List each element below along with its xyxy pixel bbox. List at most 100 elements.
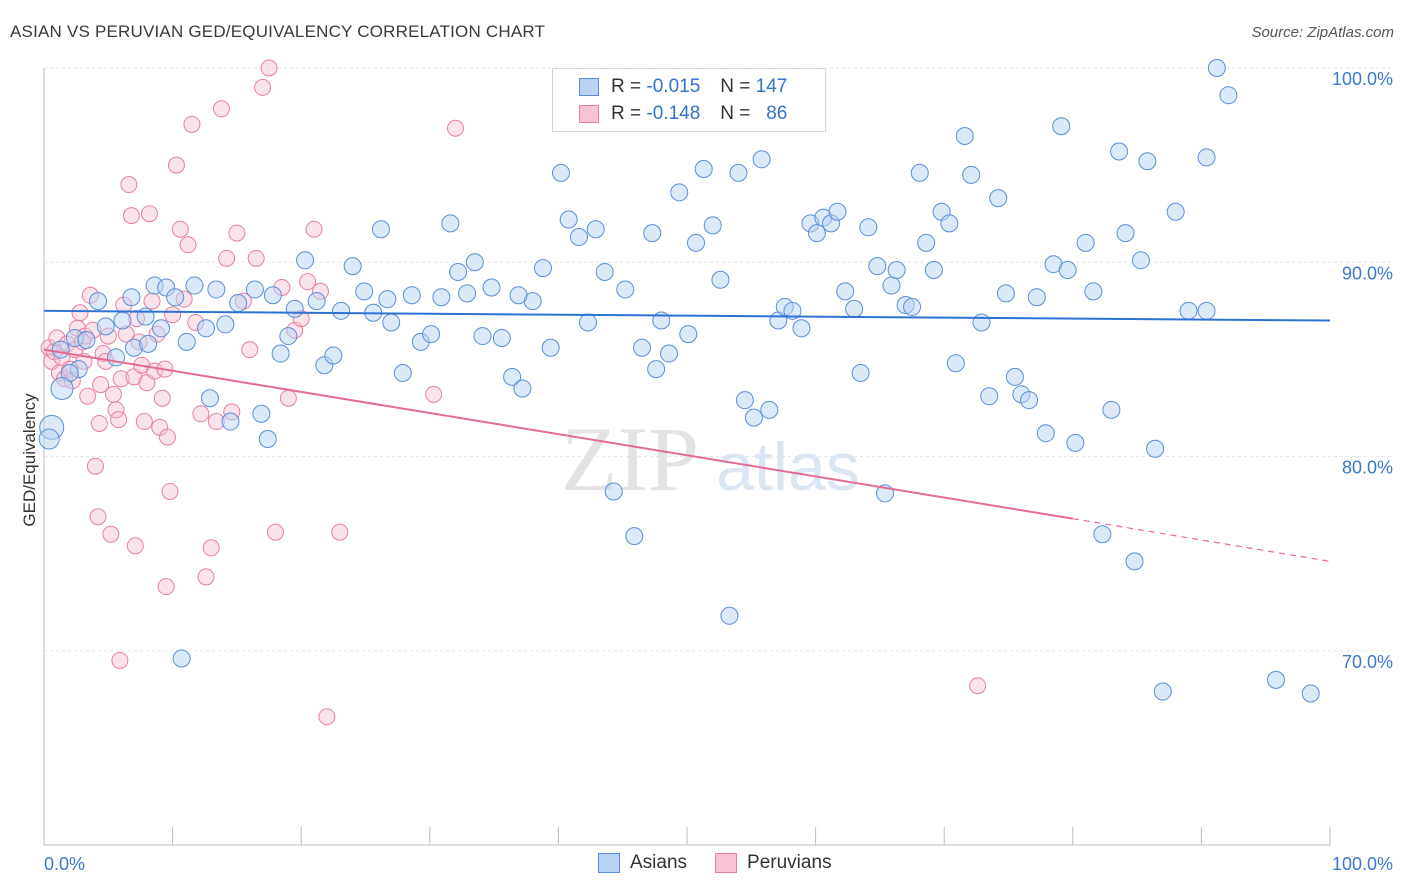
asians-point bbox=[324, 346, 343, 365]
y-tick-label: 80.0% bbox=[1342, 458, 1393, 478]
asians-point bbox=[910, 163, 929, 182]
legend-item-asians[interactable]: Asians bbox=[598, 852, 687, 874]
y-tick-label: 100.0% bbox=[1332, 69, 1393, 89]
asians-point bbox=[670, 183, 689, 202]
asians-point bbox=[207, 280, 226, 299]
asians-n-value: 147 bbox=[755, 76, 788, 97]
asians-point bbox=[296, 251, 315, 270]
asians-point bbox=[458, 284, 477, 303]
asians-point bbox=[807, 224, 826, 243]
peruvians-point bbox=[158, 428, 176, 446]
peruvians-point bbox=[969, 677, 987, 695]
asians-point bbox=[245, 280, 264, 299]
asians-point bbox=[647, 360, 666, 379]
asians-point bbox=[378, 290, 397, 309]
asians-point bbox=[355, 282, 374, 301]
asians-point bbox=[503, 367, 522, 386]
asians-point bbox=[1093, 525, 1112, 544]
asians-point bbox=[393, 363, 412, 382]
asians-r-value: -0.015 bbox=[646, 76, 701, 97]
asians-point bbox=[172, 649, 191, 668]
asians-point bbox=[595, 262, 614, 281]
peruvians-point bbox=[89, 508, 107, 526]
watermark-zip: ZIP bbox=[561, 408, 699, 510]
asians-point bbox=[432, 288, 451, 307]
asians-point bbox=[1197, 301, 1216, 320]
asians-point bbox=[578, 313, 597, 332]
asians-point bbox=[252, 404, 271, 423]
asians-point bbox=[989, 189, 1008, 208]
peruvians-point bbox=[71, 304, 89, 322]
asians-point bbox=[1166, 202, 1185, 221]
asians-point bbox=[177, 332, 196, 351]
peruvians-point bbox=[90, 414, 108, 432]
peruvians-point bbox=[126, 537, 144, 555]
axes bbox=[43, 68, 1331, 846]
asians-point bbox=[371, 220, 390, 239]
asians-point bbox=[679, 325, 698, 344]
peruvians-points bbox=[40, 59, 987, 726]
peruvians-point bbox=[79, 387, 97, 405]
asians-point bbox=[703, 216, 722, 235]
asians-point bbox=[720, 606, 739, 625]
asians-point bbox=[836, 282, 855, 301]
asians-point bbox=[197, 319, 216, 338]
asians-point bbox=[1131, 251, 1150, 270]
peruvians-point bbox=[120, 176, 138, 194]
asians-point bbox=[659, 344, 678, 363]
peruvians-point bbox=[197, 568, 215, 586]
asians-point bbox=[533, 259, 552, 278]
asians-point bbox=[604, 482, 623, 501]
asians-point bbox=[473, 327, 492, 346]
asians-point bbox=[1102, 400, 1121, 419]
peruvians-point bbox=[171, 220, 189, 238]
asians-point bbox=[1179, 301, 1198, 320]
peruvians-point bbox=[138, 374, 156, 392]
asians-point bbox=[1036, 424, 1055, 443]
asians-point bbox=[632, 338, 651, 357]
peruvians-point bbox=[247, 249, 265, 267]
peruvians-point bbox=[135, 413, 153, 431]
asians-point bbox=[569, 227, 588, 246]
n-label: N = bbox=[720, 76, 751, 97]
watermark-atlas: atlas bbox=[716, 429, 860, 505]
asians-point bbox=[882, 276, 901, 295]
asians-point bbox=[924, 261, 943, 280]
asians-point bbox=[1066, 433, 1085, 452]
asians-point bbox=[402, 286, 421, 305]
asians-point bbox=[221, 412, 240, 431]
peruvians-point bbox=[112, 370, 130, 388]
asians-legend-swatch bbox=[598, 853, 620, 873]
x-tick-label-max: 100.0% bbox=[1332, 854, 1393, 874]
asians-point bbox=[851, 363, 870, 382]
asians-point bbox=[509, 286, 528, 305]
asians-point bbox=[482, 278, 501, 297]
peruvians-point bbox=[140, 205, 158, 223]
peruvians-point bbox=[164, 306, 182, 324]
asians-point bbox=[1116, 224, 1135, 243]
peruvians-point bbox=[447, 119, 465, 137]
asians-point bbox=[752, 150, 771, 169]
peruvians-point bbox=[331, 523, 349, 541]
asians-point bbox=[285, 299, 304, 318]
peruvians-point bbox=[228, 224, 246, 242]
peruvians-point bbox=[86, 457, 104, 475]
asians-point bbox=[903, 297, 922, 316]
peruvians-point bbox=[161, 482, 179, 500]
series-legend: Asians Peruvians bbox=[598, 852, 860, 874]
stats-legend: R = -0.015 N = 147 R = -0.148 N = 86 bbox=[552, 68, 826, 132]
peruvians-point bbox=[425, 385, 443, 403]
peruvians-point bbox=[183, 115, 201, 133]
asians-point bbox=[200, 389, 219, 408]
y-axis-label: GED/Equivalency bbox=[20, 393, 39, 527]
peruvians-point bbox=[43, 352, 61, 370]
asians-point bbox=[711, 270, 730, 289]
asians-point bbox=[559, 210, 578, 229]
asians-point bbox=[980, 387, 999, 406]
asians-point bbox=[1125, 552, 1144, 571]
legend-row-asians: R = -0.015 N = 147 bbox=[579, 75, 787, 99]
asians-point bbox=[139, 334, 158, 353]
legend-item-peruvians[interactable]: Peruvians bbox=[715, 852, 832, 874]
grid-lines bbox=[44, 67, 1392, 652]
peruvians-point bbox=[299, 273, 317, 291]
